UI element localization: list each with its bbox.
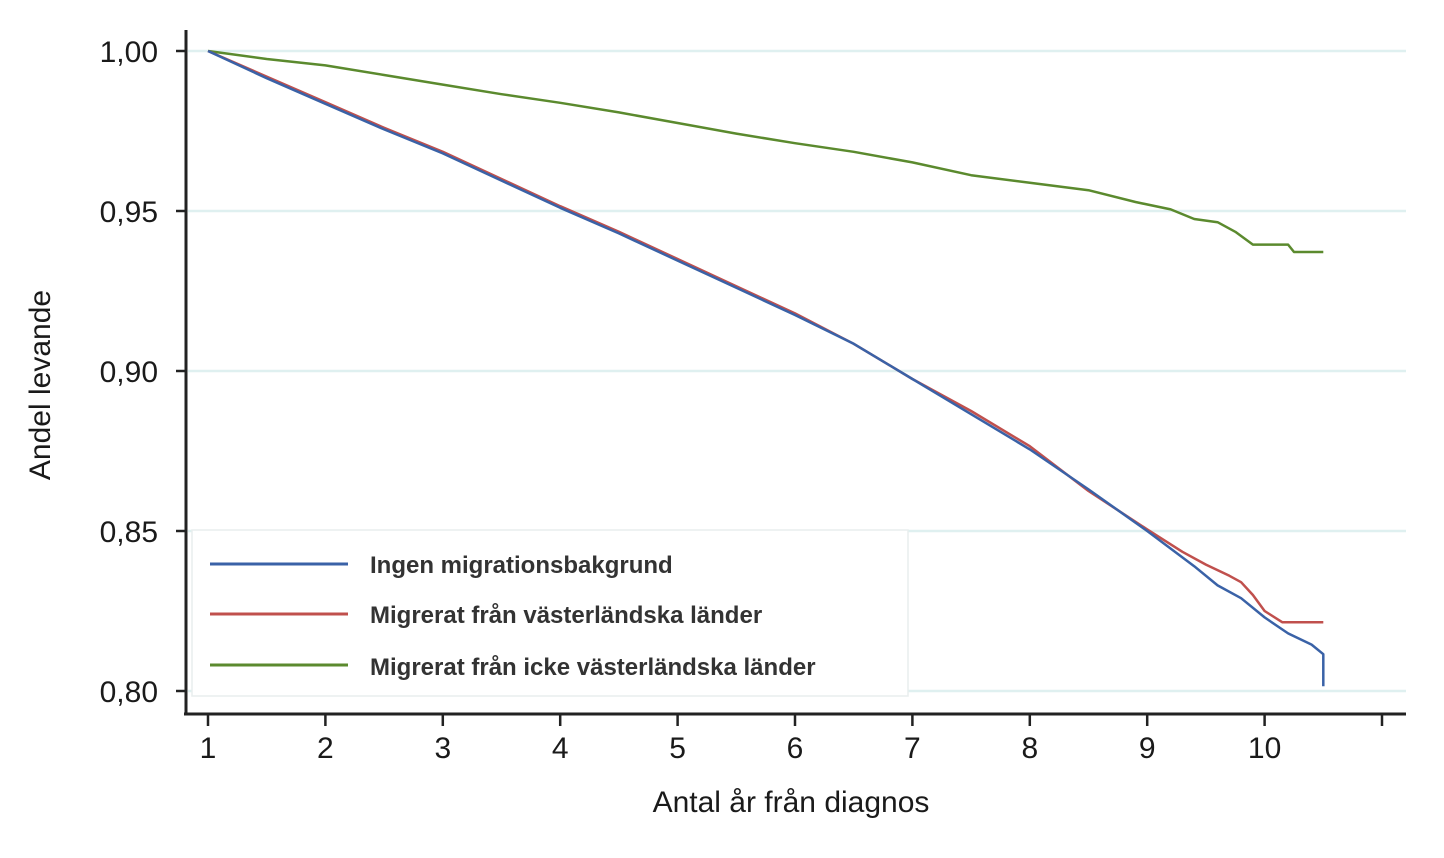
x-axis-title: Antal år från diagnos xyxy=(653,786,930,819)
legend-label-ingen: Ingen migrationsbakgrund xyxy=(370,552,673,579)
y-axis-title: Andel levande xyxy=(24,290,57,480)
y-tick-label: 0,95 xyxy=(100,196,158,229)
x-tick-label: 1 xyxy=(200,732,217,765)
x-ticks: 1 2 3 4 5 6 7 8 9 10 xyxy=(200,714,1384,765)
series-lines xyxy=(207,49,1325,687)
y-tick-label: 0,85 xyxy=(100,516,158,549)
y-tick-label: 0,90 xyxy=(100,356,158,389)
y-tick-label: 1,00 xyxy=(100,36,158,69)
legend-label-icke-vasterlandska: Migrerat från icke västerländska länder xyxy=(370,654,816,681)
x-tick-label: 4 xyxy=(552,732,569,765)
x-tick-label: 10 xyxy=(1248,732,1281,765)
legend: Ingen migrationsbakgrund Migrerat från v… xyxy=(191,529,909,697)
legend-label-vasterlandska: Migrerat från västerländska länder xyxy=(370,602,762,629)
x-tick-label: 6 xyxy=(787,732,804,765)
y-ticks: 0,80 0,85 0,90 0,95 1,00 xyxy=(100,36,186,709)
series-line-0 xyxy=(207,49,1325,687)
series-line-2 xyxy=(207,49,1324,254)
x-tick-label: 2 xyxy=(317,732,334,765)
y-tick-label: 0,80 xyxy=(100,676,158,709)
x-tick-label: 3 xyxy=(434,732,451,765)
x-tick-label: 8 xyxy=(1021,732,1038,765)
x-tick-label: 9 xyxy=(1139,732,1156,765)
x-tick-label: 5 xyxy=(669,732,686,765)
x-tick-label: 7 xyxy=(904,732,921,765)
